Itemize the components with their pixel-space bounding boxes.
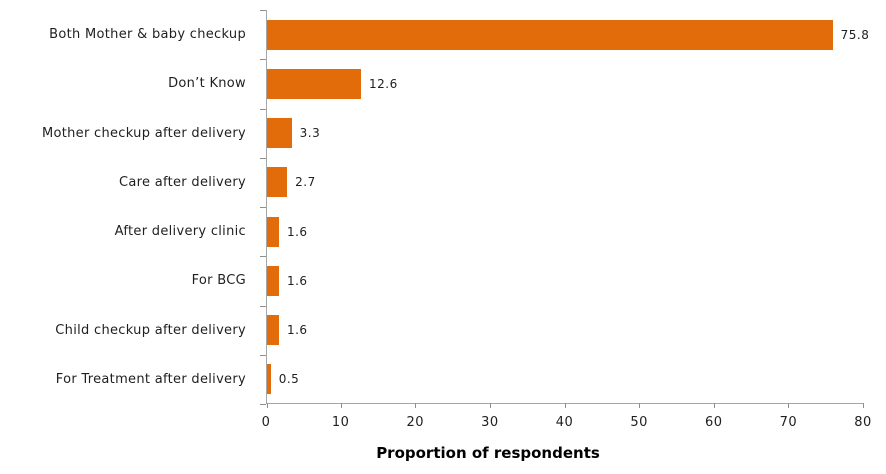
y-axis-tick bbox=[260, 354, 266, 356]
category-label: After delivery clinic bbox=[114, 224, 246, 239]
x-axis-tick bbox=[564, 403, 566, 408]
y-axis-tick bbox=[260, 404, 266, 405]
value-label: 0.5 bbox=[278, 372, 300, 387]
y-axis-tick bbox=[260, 256, 266, 258]
x-tick-label: 70 bbox=[779, 415, 798, 430]
value-label: 1.6 bbox=[286, 224, 308, 239]
y-axis-tick bbox=[260, 157, 266, 159]
x-tick-label: 40 bbox=[555, 415, 574, 430]
x-tick-label: 20 bbox=[406, 415, 425, 430]
x-axis-tick bbox=[267, 403, 268, 408]
value-label: 3.3 bbox=[299, 126, 321, 141]
bar bbox=[267, 118, 292, 149]
x-axis-tick bbox=[863, 403, 864, 408]
value-label: 75.8 bbox=[840, 27, 870, 42]
value-label: 1.6 bbox=[286, 273, 308, 288]
y-axis-tick bbox=[260, 108, 266, 110]
x-axis-tick bbox=[415, 403, 417, 408]
category-label: Child checkup after delivery bbox=[55, 322, 246, 338]
y-axis-tick bbox=[260, 207, 266, 208]
value-label: 12.6 bbox=[369, 76, 398, 91]
x-axis-title: Proportion of respondents bbox=[376, 444, 600, 462]
y-axis-tick bbox=[260, 305, 266, 307]
x-axis-tick bbox=[713, 403, 715, 408]
category-label: Mother checkup after delivery bbox=[41, 125, 246, 141]
category-axis: Both Mother & baby checkup Don’t Know Moth… bbox=[0, 10, 256, 404]
x-tick-label: 50 bbox=[630, 415, 648, 430]
x-axis-tick bbox=[788, 403, 790, 408]
bar bbox=[267, 167, 288, 198]
bar bbox=[267, 19, 833, 50]
bar bbox=[267, 364, 271, 395]
x-tick-label: 30 bbox=[481, 415, 499, 430]
value-label: 2.7 bbox=[295, 175, 316, 190]
category-label: Care after delivery bbox=[118, 174, 246, 190]
category-label: For Treatment after delivery bbox=[55, 371, 246, 387]
bar bbox=[267, 216, 279, 247]
value-label: 1.6 bbox=[286, 323, 308, 338]
x-tick-label: 10 bbox=[331, 415, 350, 430]
category-label: Don’t Know bbox=[168, 76, 246, 92]
x-axis-tick bbox=[489, 403, 491, 408]
x-tick-labels: 0 10 20 30 40 50 60 70 80 bbox=[262, 415, 872, 435]
y-axis-tick bbox=[260, 59, 266, 61]
x-axis-tick bbox=[340, 403, 342, 408]
x-tick-label: 0 bbox=[261, 415, 271, 430]
plot-area: 75.8 12.6 3.3 2.7 1.6 1.6 1.6 0.5 bbox=[260, 10, 869, 408]
x-tick-label: 80 bbox=[854, 415, 872, 430]
bar bbox=[267, 265, 279, 296]
bar bbox=[267, 315, 279, 346]
category-label: For BCG bbox=[191, 273, 246, 289]
bar bbox=[267, 68, 362, 99]
y-axis-tick bbox=[260, 10, 266, 11]
x-axis-tick bbox=[639, 403, 641, 408]
x-tick-label: 60 bbox=[704, 415, 723, 430]
category-label: Both Mother & baby checkup bbox=[49, 27, 246, 42]
